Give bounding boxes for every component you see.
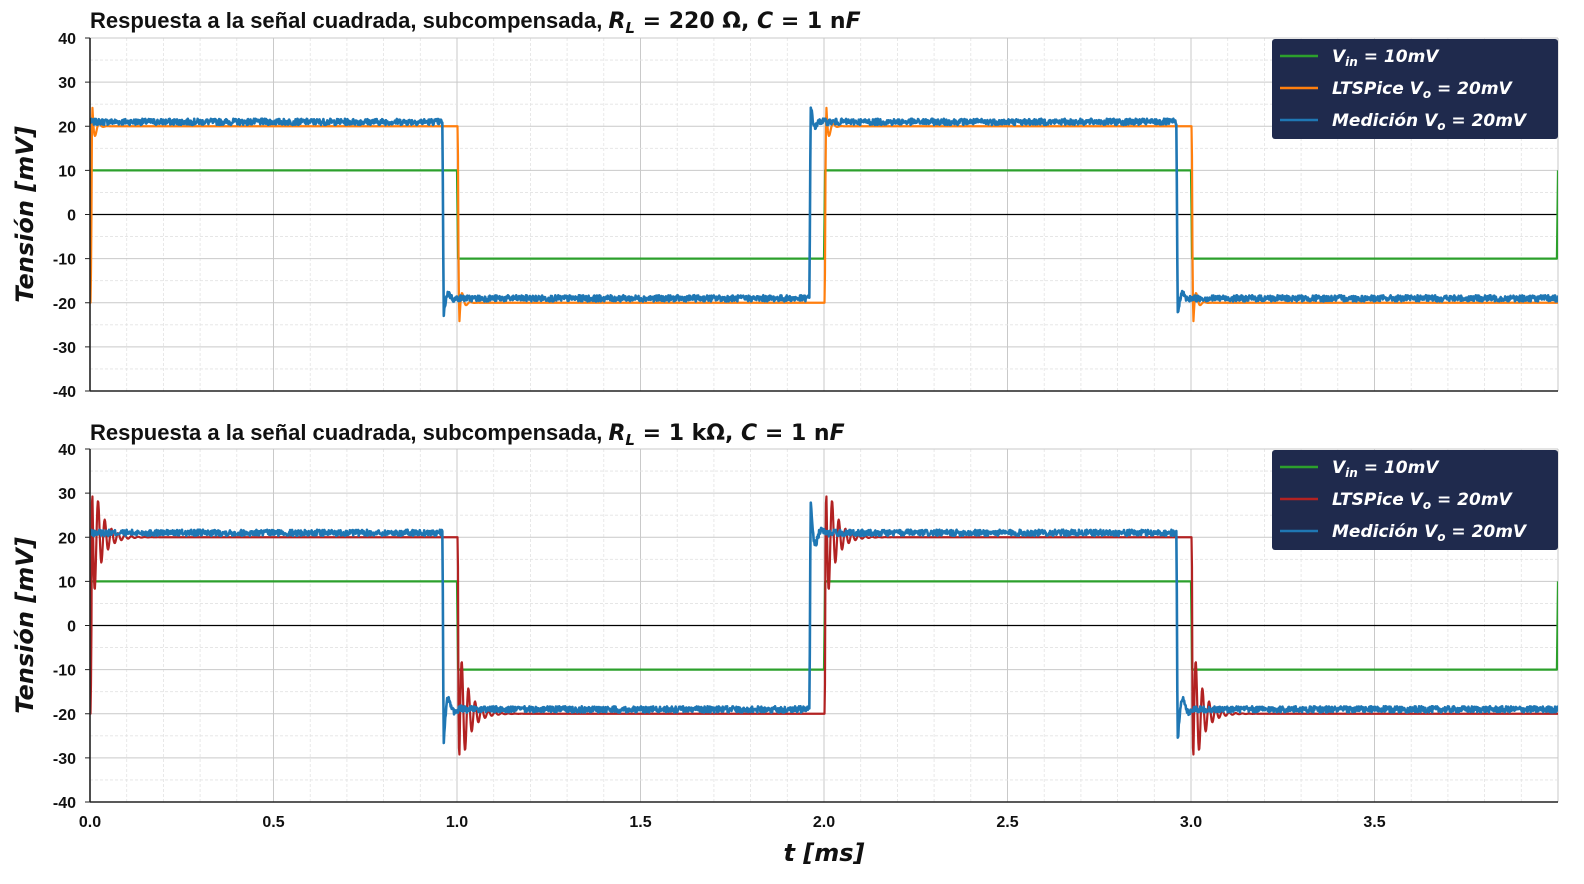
y-tick-label: 20 (58, 530, 76, 547)
y-tick-label: -40 (53, 795, 76, 812)
legend-label: Vin = 10mV (1332, 458, 1440, 480)
x-tick-label: 1.0 (446, 814, 468, 831)
chart-title: Respuesta a la señal cuadrada, subcompen… (90, 8, 861, 37)
y-tick-label: -20 (53, 707, 76, 724)
y-tick-label: 40 (58, 31, 76, 48)
x-tick-label: 3.5 (1363, 814, 1385, 831)
legend-box (1272, 39, 1558, 139)
chart-title: Respuesta a la señal cuadrada, subcompen… (90, 420, 845, 449)
legend-label: Vin = 10mV (1332, 47, 1440, 69)
y-axis-label: Tensión [mV] (11, 126, 39, 303)
y-tick-label: 40 (58, 442, 76, 459)
legend: Vin = 10mV LTSPice Vo = 20mV Medición Vo =… (1272, 450, 1558, 550)
y-tick-label: -30 (53, 751, 76, 768)
legend: Vin = 10mV LTSPice Vo = 20mV Medición Vo =… (1272, 39, 1558, 139)
x-tick-label: 0.0 (79, 814, 101, 831)
x-tick-label: 2.5 (996, 814, 1018, 831)
x-tick-label: 1.5 (629, 814, 651, 831)
series-line-medicion (90, 106, 1558, 318)
y-tick-label: 10 (58, 574, 76, 591)
y-axis-label: Tensión [mV] (11, 537, 39, 714)
y-tick-label: 0 (67, 208, 76, 225)
y-tick-label: -40 (53, 384, 76, 401)
y-tick-label: 30 (58, 75, 76, 92)
chart-panel-bottom: 40 30 20 10 0 -10 -20 -30 -400.0 0.5 1.0 1.5 2.0 2.5 3… (11, 420, 1559, 831)
legend-label: Medición Vo = 20mV (1332, 522, 1528, 544)
y-tick-label: -30 (53, 340, 76, 357)
x-tick-label: 0.5 (262, 814, 284, 831)
y-tick-label: 0 (67, 619, 76, 636)
y-tick-label: 30 (58, 486, 76, 503)
legend-label: LTSPice Vo = 20mV (1332, 79, 1514, 101)
legend-label: Medición Vo = 20mV (1332, 111, 1528, 133)
series-line-ltspice (90, 495, 1558, 756)
chart-panel-top: 40 30 20 10 0 -10 -20 -30 -40 Tensión [mV] Respues… (11, 8, 1559, 401)
x-tick-label: 2.0 (813, 814, 835, 831)
series-line-medicion (90, 501, 1558, 745)
x-tick-label: 3.0 (1180, 814, 1202, 831)
legend-box (1272, 450, 1558, 550)
y-tick-label: -20 (53, 296, 76, 313)
y-tick-label: -10 (53, 252, 76, 269)
y-tick-label: 20 (58, 119, 76, 136)
legend-label: LTSPice Vo = 20mV (1332, 490, 1514, 512)
x-axis-label: t [ms] (783, 839, 864, 867)
y-tick-label: -10 (53, 663, 76, 680)
series-line-ltspice (90, 106, 1558, 323)
y-tick-label: 10 (58, 163, 76, 180)
